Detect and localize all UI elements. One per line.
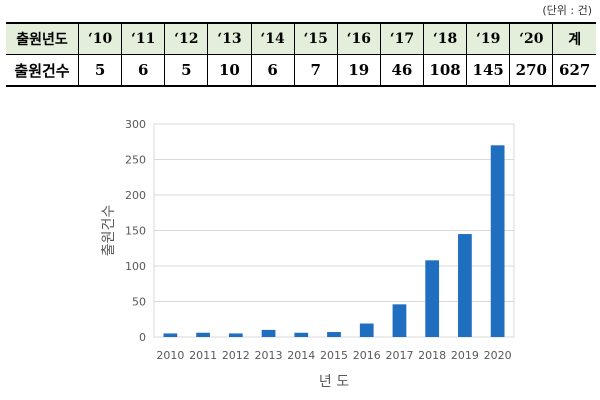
x-tick-label: 2015 <box>320 349 348 362</box>
year-cell: ‘20 <box>509 23 554 55</box>
y-axis-title: 출원건수 <box>101 205 117 257</box>
count-cell: 6 <box>121 54 166 86</box>
count-cell: 19 <box>336 54 381 86</box>
x-tick-label: 2013 <box>255 349 283 362</box>
x-tick-label: 2018 <box>418 349 446 362</box>
row-header-counts: 출원건수 <box>6 54 79 86</box>
y-tick-label: 0 <box>139 331 146 344</box>
bar <box>163 333 178 337</box>
x-tick-label: 2014 <box>287 349 315 362</box>
year-cell: ‘19 <box>466 23 511 55</box>
table-row-counts: 출원건수 5 6 5 10 6 7 19 46 108 145 270 627 <box>6 54 596 86</box>
count-cell: 46 <box>379 54 425 86</box>
bar <box>294 332 309 337</box>
count-cell: 6 <box>250 54 295 86</box>
y-tick-label: 200 <box>125 189 146 202</box>
application-stats-table: 출원년도 ‘10 ‘11 ‘12 ‘13 ‘14 ‘15 ‘16 ‘17 ‘18… <box>6 22 596 87</box>
y-tick-label: 300 <box>125 118 146 131</box>
year-cell: ‘15 <box>293 23 338 55</box>
year-cell: ‘13 <box>207 23 252 55</box>
total-header-cell: 계 <box>552 23 596 55</box>
bar <box>228 333 243 337</box>
x-tick-label: 2012 <box>222 349 250 362</box>
y-tick-label: 100 <box>125 260 146 273</box>
x-tick-label: 2016 <box>353 349 381 362</box>
unit-note: (단위 : 건) <box>542 4 592 17</box>
bar <box>196 332 210 337</box>
year-cell: ‘17 <box>379 23 425 55</box>
year-cell: ‘14 <box>250 23 295 55</box>
bar <box>261 329 276 337</box>
bar <box>425 260 440 337</box>
total-count-cell: 627 <box>552 54 596 86</box>
count-cell: 7 <box>293 54 338 86</box>
row-header-years: 출원년도 <box>6 23 79 55</box>
x-tick-label: 2019 <box>451 349 479 362</box>
count-cell: 145 <box>466 54 511 86</box>
x-axis-title: 년 도 <box>319 374 349 390</box>
y-tick-label: 150 <box>125 225 146 238</box>
x-tick-label: 2017 <box>385 349 413 362</box>
bar <box>458 234 472 337</box>
count-cell: 108 <box>422 54 468 86</box>
bar <box>490 145 505 337</box>
year-cell: ‘12 <box>164 23 209 55</box>
bar <box>327 332 341 337</box>
bar <box>359 323 374 337</box>
y-tick-label: 50 <box>132 296 146 309</box>
count-cell: 270 <box>509 54 554 86</box>
count-cell: 5 <box>77 54 123 86</box>
x-tick-label: 2010 <box>156 349 184 362</box>
year-cell: ‘16 <box>336 23 381 55</box>
y-tick-label: 250 <box>125 154 146 167</box>
bar <box>392 304 407 337</box>
x-tick-label: 2020 <box>484 349 512 362</box>
x-tick-label: 2011 <box>189 349 217 362</box>
count-cell: 10 <box>207 54 252 86</box>
